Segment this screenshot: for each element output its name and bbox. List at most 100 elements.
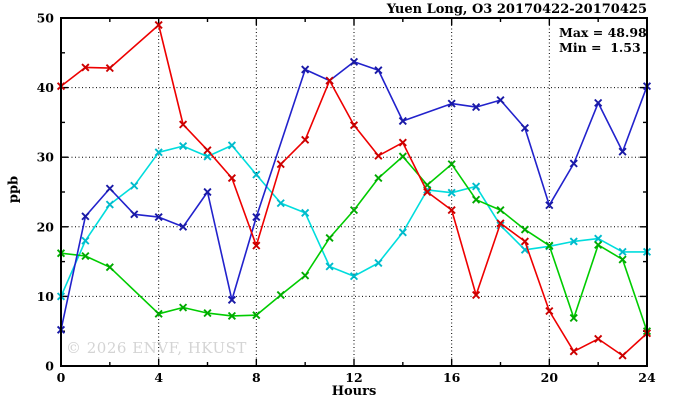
series-red-marker — [569, 347, 578, 356]
series-cyan-marker — [179, 141, 188, 151]
series-blue-marker — [227, 295, 236, 304]
x-tick-label: 16 — [443, 370, 461, 385]
series-red-marker — [496, 219, 505, 228]
series-cyan-marker — [130, 181, 139, 190]
series-cyan-marker — [105, 200, 114, 209]
series-green-marker — [398, 152, 407, 161]
series-blue-marker — [496, 96, 505, 105]
series-green-marker — [349, 206, 359, 215]
series-green-marker — [179, 303, 188, 312]
series-blue-marker — [349, 57, 359, 66]
series-green-marker — [276, 290, 285, 300]
x-tick-label: 20 — [541, 370, 559, 385]
series-red-marker — [81, 63, 90, 72]
series-green-marker — [447, 160, 456, 169]
series-blue-marker — [447, 99, 456, 108]
series-cyan-marker — [594, 234, 603, 243]
series-red-marker — [179, 120, 188, 129]
series-red-marker — [154, 20, 163, 30]
series-red-marker — [398, 138, 407, 147]
series-green-marker — [203, 309, 212, 318]
series-cyan-marker — [398, 228, 407, 237]
series-cyan-marker — [301, 208, 310, 217]
series-blue-marker — [520, 123, 529, 133]
series-green-marker — [154, 309, 163, 318]
series-cyan-marker — [203, 152, 212, 161]
series-blue-marker — [594, 98, 603, 107]
series-blue-marker — [81, 212, 90, 221]
series-blue-marker — [252, 212, 261, 222]
y-tick-label: 0 — [45, 359, 54, 374]
series-red-marker — [447, 206, 456, 215]
series-blue-marker — [203, 187, 212, 197]
series-red-line — [60, 24, 648, 357]
series-cyan-marker — [81, 236, 90, 245]
series-green-marker — [496, 206, 505, 215]
series-blue-marker — [179, 222, 188, 231]
series-cyan-marker — [276, 199, 285, 208]
series-green-marker — [105, 263, 114, 272]
series-green-marker — [618, 255, 627, 264]
series-green-marker — [569, 313, 578, 323]
series-red-marker — [252, 241, 261, 250]
series-cyan-marker — [154, 148, 163, 157]
series-red-marker — [349, 121, 359, 130]
series-blue-marker — [545, 201, 554, 210]
x-tick-label: 24 — [638, 370, 656, 385]
series-red-marker — [423, 187, 432, 197]
series-blue-marker — [154, 212, 163, 222]
series-red-marker — [227, 174, 236, 183]
series-red-marker — [276, 160, 285, 169]
series-cyan-marker — [252, 170, 261, 179]
series-red-marker — [594, 334, 603, 343]
y-tick-label: 20 — [37, 219, 55, 234]
series-red-marker — [105, 64, 114, 73]
max-value-label: Max = 48.98 — [559, 25, 647, 40]
series-blue-marker — [398, 116, 407, 126]
series-blue-marker — [472, 103, 481, 112]
plot-frame — [60, 17, 648, 367]
series-green-marker — [81, 251, 90, 261]
series-red-marker — [374, 151, 383, 160]
min-value-label: Min = 1.53 — [559, 40, 641, 55]
series-blue-marker — [301, 65, 310, 74]
series-red-marker — [325, 76, 334, 85]
x-tick-label: 12 — [345, 370, 362, 385]
y-tick-label: 50 — [37, 11, 55, 26]
series-cyan-marker — [227, 141, 236, 150]
watermark: © 2026 ENVF, HKUST — [66, 339, 247, 357]
series-green-marker — [227, 311, 236, 320]
series-cyan-marker — [325, 262, 334, 271]
max-min-annotation: Max = 48.98 Min = 1.53 — [559, 25, 647, 55]
series-cyan-marker — [618, 247, 627, 256]
series-cyan-marker — [569, 237, 578, 246]
x-tick-label: 8 — [252, 370, 261, 385]
series-cyan-marker — [472, 182, 481, 191]
series-red-marker — [472, 290, 481, 300]
chart-title: Yuen Long, O3 20170422-20170425 — [386, 2, 647, 17]
series-blue-marker — [569, 159, 578, 168]
x-tick-label: 4 — [154, 370, 163, 385]
series-red-marker — [545, 306, 554, 316]
series-green-marker — [594, 240, 603, 249]
series-green-marker — [325, 233, 334, 243]
y-tick-label: 30 — [37, 150, 55, 165]
series-cyan-marker — [447, 188, 456, 197]
series-green-marker — [374, 174, 383, 183]
series-red-marker — [520, 237, 529, 246]
series-green-marker — [252, 311, 261, 320]
y-tick-label: 10 — [37, 289, 55, 304]
series-green-marker — [472, 195, 481, 204]
series-green-marker — [301, 271, 310, 280]
series-blue-marker — [374, 66, 383, 75]
series-red-marker — [301, 135, 310, 144]
series-blue-marker — [130, 210, 139, 219]
series-red-marker — [618, 351, 627, 360]
y-tick-label: 40 — [37, 80, 55, 95]
x-tick-label: 0 — [57, 370, 66, 385]
series-green-marker — [545, 241, 554, 250]
series-blue-marker — [105, 184, 114, 193]
series-cyan-marker — [349, 272, 359, 281]
x-axis-label: Hours — [331, 384, 377, 399]
